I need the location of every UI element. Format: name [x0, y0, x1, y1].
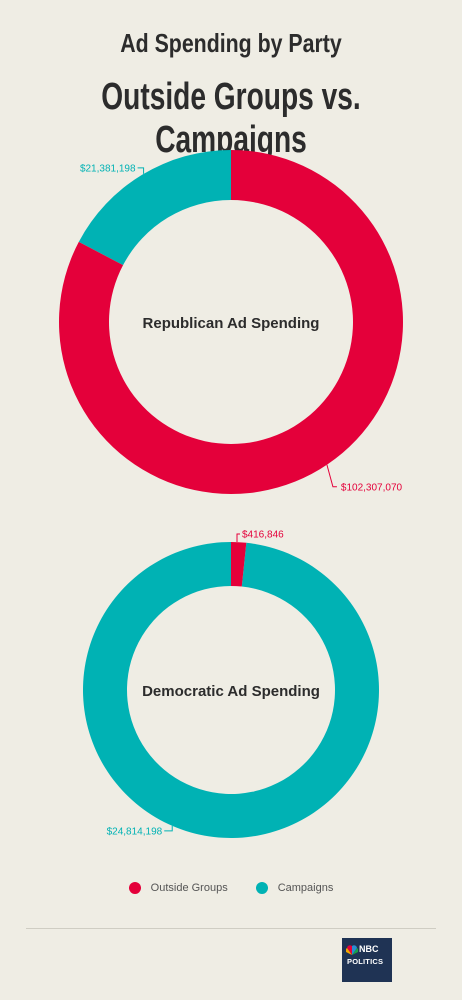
- peacock-icon: [346, 945, 358, 955]
- legend-label-campaigns: Campaigns: [277, 882, 334, 894]
- legend-swatch-campaigns: [255, 882, 268, 894]
- logo-nbc-text: NBC: [359, 944, 379, 954]
- republican-value-label-campaigns: $21,381,198: [80, 163, 136, 174]
- legend: Outside Groups Campaigns: [0, 882, 462, 894]
- republican-value-label-outside-groups: $102,307,070: [341, 482, 403, 493]
- democratic-slice-campaigns: [82, 542, 379, 839]
- republican-chart-label: Republican Ad Spending: [143, 315, 320, 332]
- legend-swatch-outside-groups: [128, 882, 141, 894]
- footer-divider: [26, 928, 436, 929]
- legend-item-outside-groups: Outside Groups: [128, 882, 228, 894]
- legend-label-outside-groups: Outside Groups: [150, 882, 228, 894]
- legend-item-campaigns: Campaigns: [255, 882, 334, 894]
- democratic-value-label-outside-groups: $416,846: [242, 530, 284, 541]
- chart-title: Ad Spending by Party: [120, 28, 342, 58]
- republican-slice-campaigns: [78, 150, 232, 266]
- nbc-politics-logo: NBC POLITICS: [342, 938, 392, 982]
- logo-politics-text: POLITICS: [347, 957, 384, 966]
- democratic-callout-line-1: [164, 825, 173, 832]
- republican-callout-line-1: [137, 167, 145, 174]
- democratic-slice-outside-groups: [231, 542, 247, 587]
- democratic-chart-label: Democratic Ad Spending: [142, 683, 320, 700]
- chart-subtitle: Outside Groups vs. Campaigns: [101, 76, 361, 161]
- democratic-value-label-campaigns: $24,814,198: [107, 826, 163, 837]
- republican-callout-line-0: [326, 464, 337, 488]
- democratic-callout-line-0: [236, 533, 240, 542]
